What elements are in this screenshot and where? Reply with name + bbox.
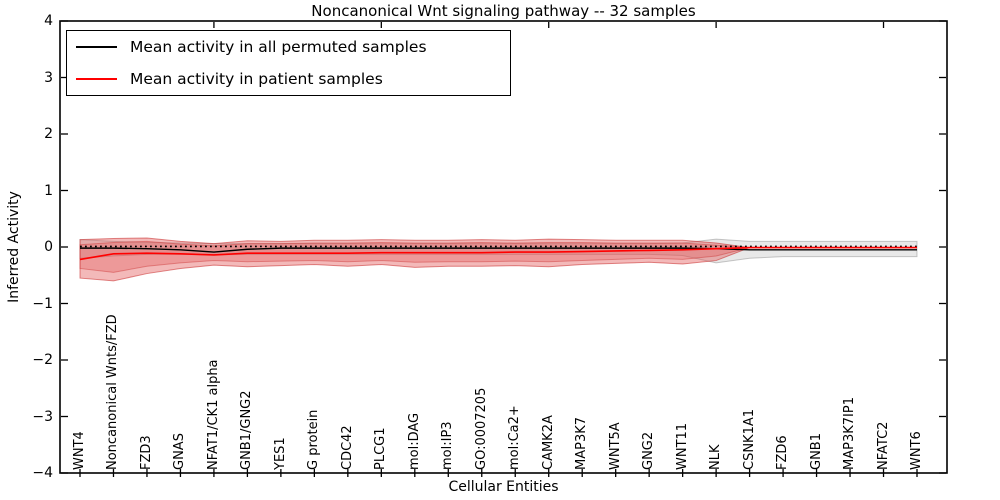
x-tick-label-cdc42: CDC42 bbox=[339, 425, 355, 470]
y-tick-label: 4 bbox=[44, 13, 53, 29]
y-tick-label: 3 bbox=[44, 69, 53, 86]
x-tick-label-wnt5a: WNT5A bbox=[607, 422, 623, 470]
x-tick-label-fzd3: FZD3 bbox=[138, 435, 154, 470]
x-tick-label-gng2: GNG2 bbox=[641, 431, 657, 470]
permuted-samples-range-band bbox=[79, 238, 918, 264]
x-tick-label-nlk: NLK bbox=[708, 444, 724, 471]
y-tick-label: 2 bbox=[44, 126, 53, 142]
x-tick-label-fzd6: FZD6 bbox=[775, 435, 791, 470]
y-tick-label: 1 bbox=[44, 182, 53, 199]
mean-activity-in-all-permuted-samples-line bbox=[80, 247, 917, 253]
x-tick-label-mol-dag: mol:DAG bbox=[406, 412, 422, 470]
y-tick-label: −4 bbox=[32, 465, 53, 481]
x-tick-label-map3k7ip1: MAP3K7IP1 bbox=[842, 397, 858, 470]
x-tick-label-gnas: GNAS bbox=[172, 433, 188, 470]
y-tick-label: 0 bbox=[44, 239, 53, 255]
legend: Mean activity in all permuted samples Mea… bbox=[66, 30, 511, 96]
legend-label: Mean activity in patient samples bbox=[130, 69, 383, 88]
x-tick-label-wnt4: WNT4 bbox=[72, 431, 87, 470]
legend-line-sample bbox=[76, 77, 117, 80]
x-tick-label-camk2a: CAMK2A bbox=[540, 415, 556, 470]
mean-activity-in-patient-samples-line bbox=[79, 246, 917, 261]
x-tick-label-nfatc2: NFATC2 bbox=[875, 421, 891, 470]
legend-label: Mean activity in all permuted samples bbox=[130, 38, 427, 57]
x-tick-label-mol-ca2-: mol:Ca2+ bbox=[507, 405, 523, 470]
x-tick-label-noncanonical-wnts-fzd: Noncanonical Wnts/FZD bbox=[105, 314, 121, 470]
x-tick-label-gnb1-gng2: GNB1/GNG2 bbox=[239, 390, 255, 470]
y-tick-label: −3 bbox=[32, 408, 53, 425]
x-tick-label-gnb1: GNB1 bbox=[808, 433, 824, 470]
chart-title: Noncanonical Wnt signaling pathway -- 32… bbox=[311, 2, 696, 20]
y-tick-label: −2 bbox=[32, 352, 53, 368]
x-tick-label-nfat1-ck1-alpha: NFAT1/CK1 alpha bbox=[205, 359, 221, 470]
legend-line-sample bbox=[76, 46, 117, 49]
legend-item: Mean activity in all permuted samples bbox=[67, 32, 510, 62]
x-tick-label-g-protein: G protein bbox=[306, 409, 322, 470]
x-tick-label-map3k7: MAP3K7 bbox=[574, 416, 590, 470]
x-tick-label-mol-ip3: mol:IP3 bbox=[440, 421, 456, 470]
y-tick-label: −1 bbox=[32, 295, 53, 312]
x-tick-label-yes1: YES1 bbox=[272, 437, 288, 470]
x-tick-label-wnt6: WNT6 bbox=[909, 431, 924, 470]
plot-frame bbox=[59, 20, 948, 474]
x-tick-label-csnk1a1: CSNK1A1 bbox=[741, 408, 757, 470]
legend-item: Mean activity in patient samples bbox=[67, 64, 510, 94]
x-tick-label-plcg1: PLCG1 bbox=[373, 427, 389, 470]
x-tick-label-wnt11: WNT11 bbox=[674, 422, 690, 470]
x-tick-label-go-0007205: GO:0007205 bbox=[473, 387, 489, 470]
x-axis-label: Cellular Entities bbox=[448, 479, 559, 495]
